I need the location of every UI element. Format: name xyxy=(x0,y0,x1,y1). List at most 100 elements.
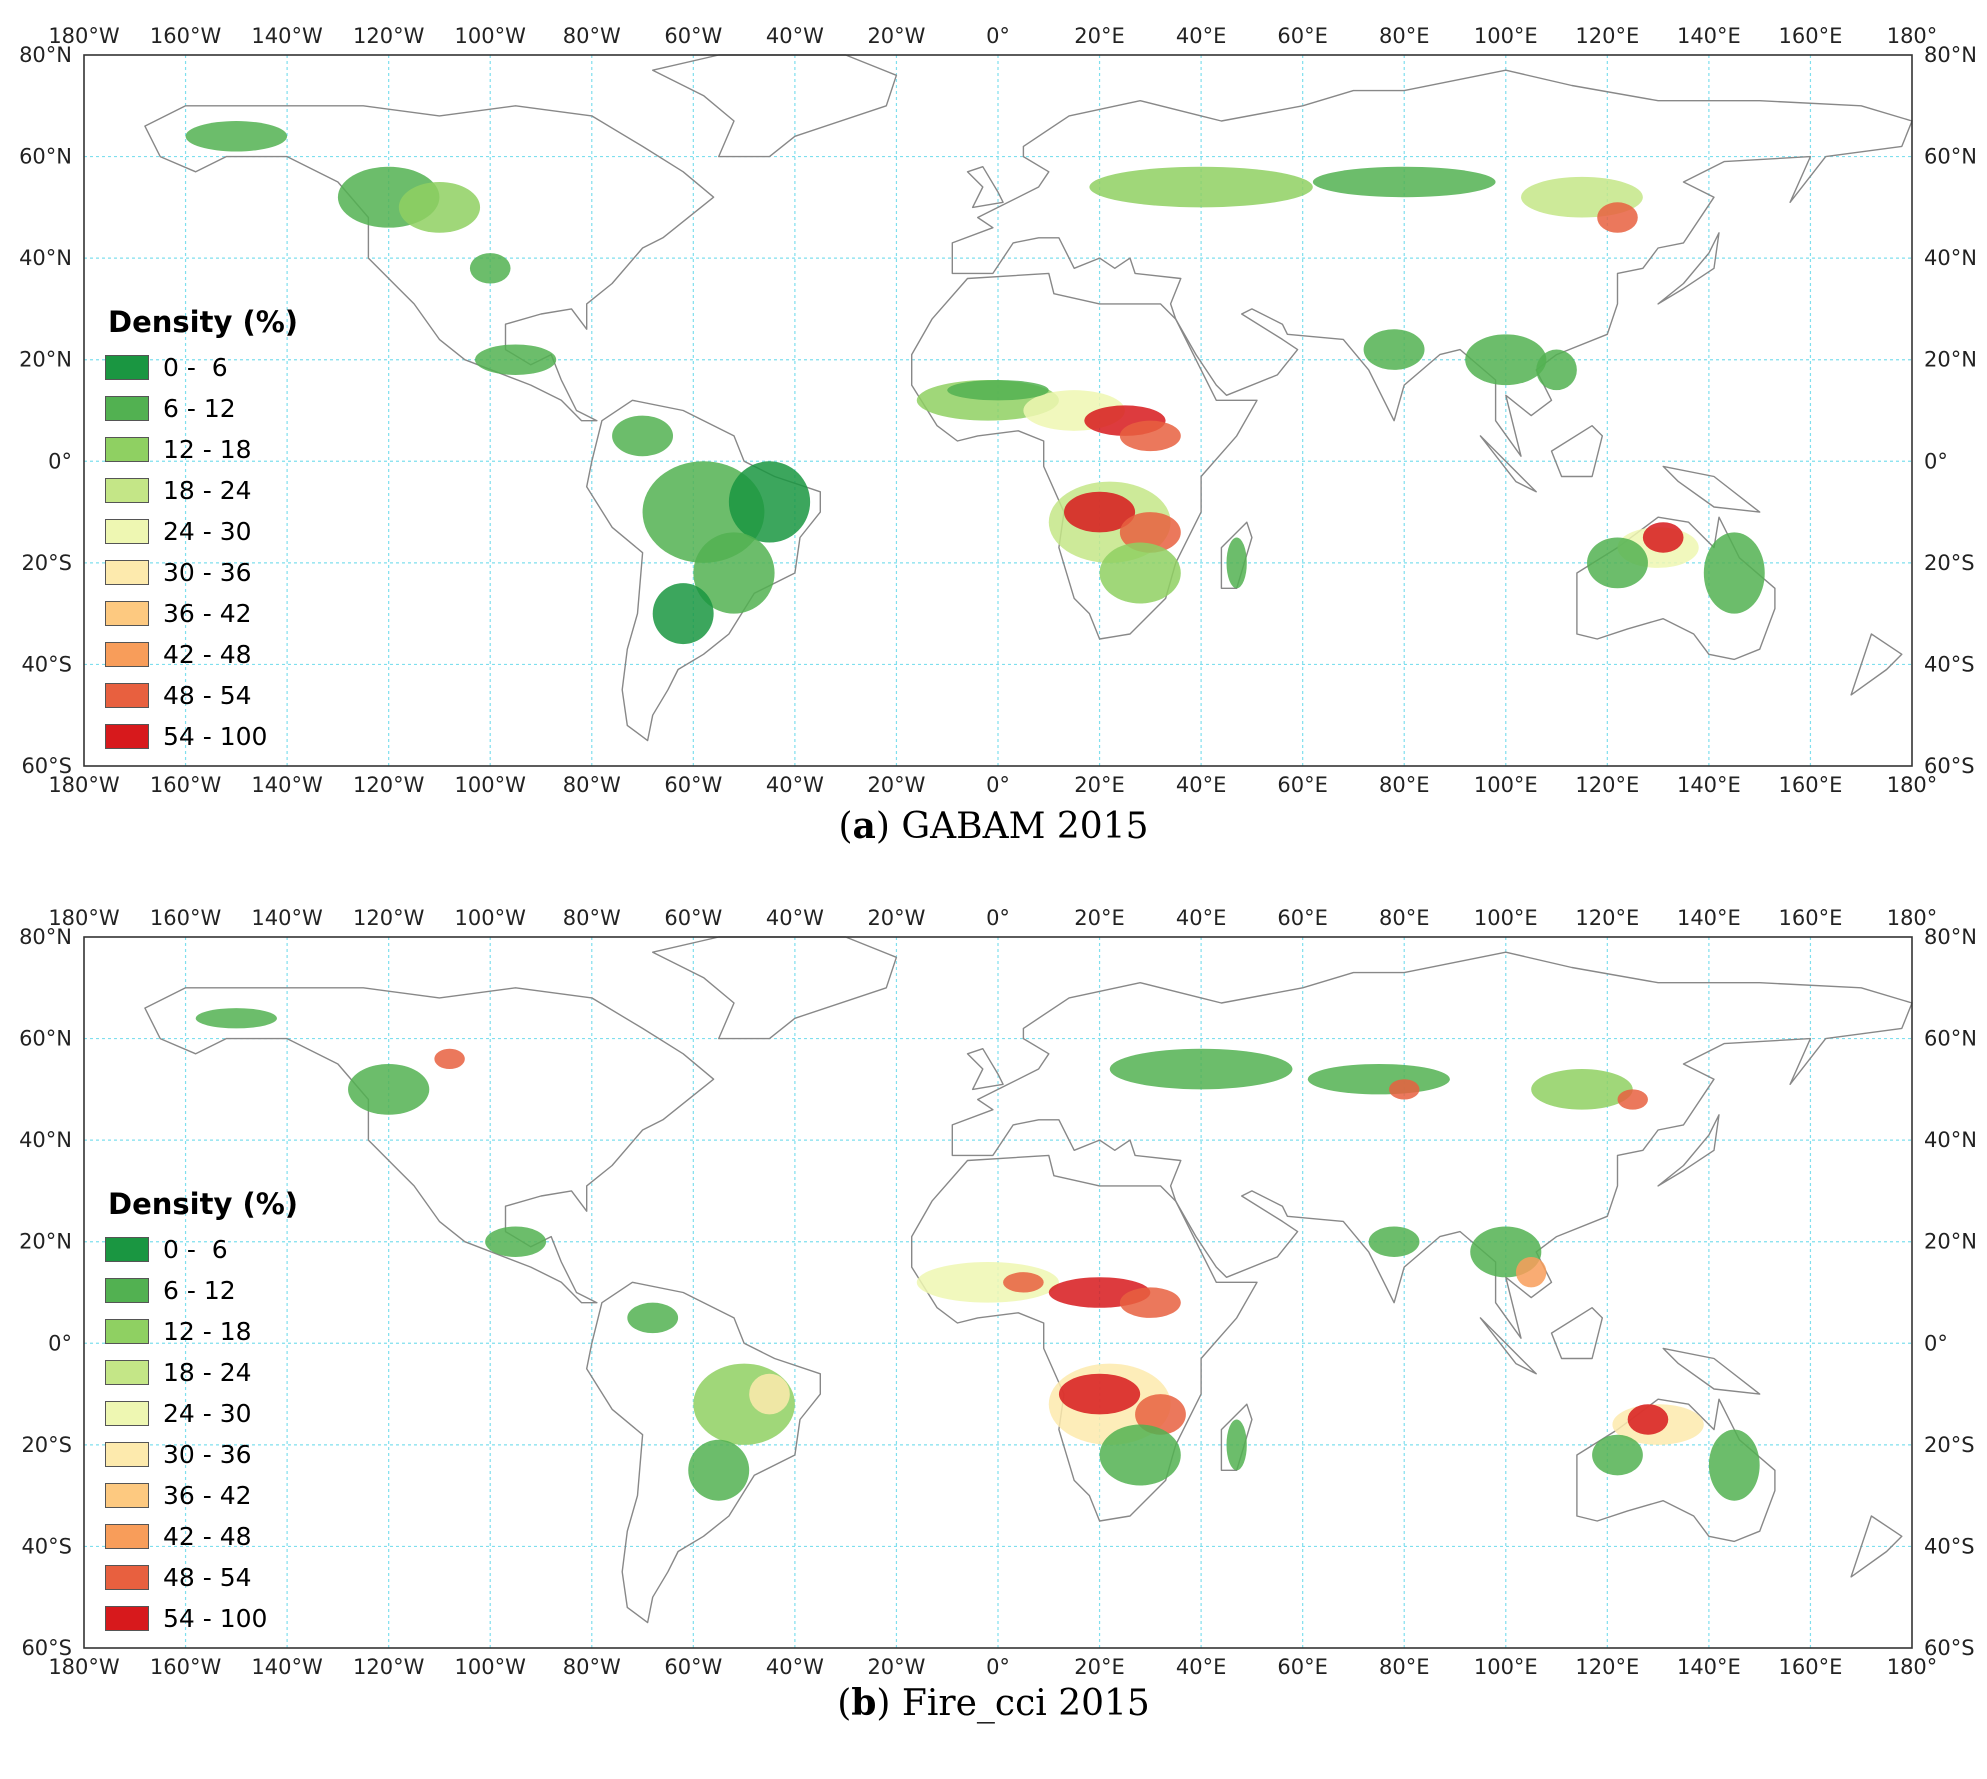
legend-label: 12 - 18 xyxy=(163,1317,252,1346)
lon-tick-label-top: 180° xyxy=(1887,906,1938,930)
borneo-coast xyxy=(1550,425,1604,478)
legend-swatch xyxy=(105,1483,149,1508)
lon-tick-label-bottom: 160°W xyxy=(150,1655,222,1679)
legend-swatch xyxy=(105,355,149,380)
legend-label: 48 - 54 xyxy=(163,1563,252,1592)
fire-density-area xyxy=(1708,1429,1760,1501)
fire-density-area xyxy=(1119,420,1181,452)
legend-label: 24 - 30 xyxy=(163,517,252,546)
lon-tick-label-bottom: 100°W xyxy=(455,1655,527,1679)
lon-tick-label-bottom: 40°E xyxy=(1176,773,1227,797)
lon-tick-label-top: 100°W xyxy=(455,24,527,48)
legend-item: 24 - 30 xyxy=(105,1393,305,1434)
lon-tick-label-bottom: 120°E xyxy=(1575,773,1639,797)
legend-item: 0 - 6 xyxy=(105,1229,305,1270)
fire-density-area xyxy=(1368,1226,1420,1257)
fire-density-area xyxy=(474,344,557,375)
legend-title: Density (%) xyxy=(108,305,299,339)
lon-tick-label-bottom: 40°E xyxy=(1176,1655,1227,1679)
lon-tick-label-top: 100°W xyxy=(455,906,527,930)
new-zealand-coast xyxy=(1850,1515,1903,1578)
fire-density-area xyxy=(1003,1272,1044,1293)
legend-label: 18 - 24 xyxy=(163,1358,252,1387)
lon-tick-label-top: 40°W xyxy=(766,906,824,930)
lat-tick-label-right: 40°N xyxy=(1924,1128,1977,1152)
lon-tick-label-bottom: 20°W xyxy=(867,773,925,797)
uk-coast xyxy=(966,1047,1004,1091)
lat-tick-label-left: 40°N xyxy=(19,1128,72,1152)
lon-tick-label-bottom: 20°E xyxy=(1074,773,1125,797)
lon-tick-label-top: 40°E xyxy=(1176,906,1227,930)
legend-label: 48 - 54 xyxy=(163,681,252,710)
lon-tick-label-top: 140°W xyxy=(251,24,323,48)
legend-item: 18 - 24 xyxy=(105,470,305,511)
fire-density-area xyxy=(1119,1287,1181,1318)
fire-density-area xyxy=(348,1063,430,1115)
lon-tick-label-top: 140°E xyxy=(1677,24,1741,48)
lat-tick-label-right: 20°N xyxy=(1924,1230,1977,1254)
lon-tick-label-bottom: 180°W xyxy=(48,1655,120,1679)
fire-density-area xyxy=(652,583,714,645)
legend-swatch xyxy=(105,519,149,544)
fire-density-area xyxy=(627,1302,679,1334)
lat-tick-label-right: 60°N xyxy=(1924,145,1977,169)
legend-item: 48 - 54 xyxy=(105,1557,305,1598)
lon-tick-label-top: 120°W xyxy=(353,24,425,48)
fire-density-area xyxy=(398,181,481,233)
lon-tick-label-top: 100°E xyxy=(1474,24,1538,48)
new-zealand-coast xyxy=(1850,633,1903,696)
lon-tick-label-bottom: 60°W xyxy=(664,1655,722,1679)
fire-density-area xyxy=(1587,537,1648,589)
legend-swatch xyxy=(105,1401,149,1426)
lon-tick-label-bottom: 140°W xyxy=(251,773,323,797)
legend-item: 54 - 100 xyxy=(105,1598,305,1639)
legend-label: 0 - 6 xyxy=(163,353,228,382)
fire-density-area xyxy=(1307,1063,1450,1095)
lon-tick-label-top: 180° xyxy=(1887,24,1938,48)
legend-item: 30 - 36 xyxy=(105,1434,305,1475)
lon-tick-label-bottom: 160°E xyxy=(1779,773,1843,797)
lat-tick-label-right: 80°N xyxy=(1924,925,1977,949)
fire-density-area xyxy=(1099,542,1181,604)
legend-label: 54 - 100 xyxy=(163,722,268,751)
lon-tick-label-top: 0° xyxy=(986,906,1010,930)
lon-tick-label-top: 180°W xyxy=(48,24,120,48)
lat-tick-label-right: 80°N xyxy=(1924,43,1977,67)
fire-density-area xyxy=(434,1048,465,1070)
lon-tick-label-bottom: 40°W xyxy=(766,1655,824,1679)
panel-caption: (b) Fire_cci 2015 xyxy=(837,1682,1150,1724)
legend-item: 54 - 100 xyxy=(105,716,305,757)
africa-coast xyxy=(911,272,1258,640)
fire-density-area xyxy=(469,253,511,284)
map-panel-firecci: 180°W 180°W 160°W 160°W 140°W 140°W 120°W 120°W… xyxy=(0,882,1987,1772)
legend-swatch xyxy=(105,1278,149,1303)
greenland-coast xyxy=(652,936,898,1040)
map-panel-gabam: 180°W 180°W 160°W 160°W 140°W 140°W 120°W 120°W… xyxy=(19,24,1977,847)
lon-tick-label-top: 20°E xyxy=(1074,906,1125,930)
lat-tick-label-right: 60°S xyxy=(1924,754,1975,778)
sumatra-coast xyxy=(1479,435,1537,493)
legend-item: 6 - 12 xyxy=(105,1270,305,1311)
caption-text: GABAM 2015 xyxy=(901,806,1149,847)
new-guinea-coast xyxy=(1662,465,1761,513)
lon-tick-label-top: 160°E xyxy=(1779,906,1843,930)
fire-density-area xyxy=(1597,202,1638,233)
legend-swatch xyxy=(105,724,149,749)
uk-coast xyxy=(966,165,1004,209)
fire-density-area xyxy=(1064,491,1136,533)
lon-tick-label-top: 60°E xyxy=(1277,24,1328,48)
africa-coast xyxy=(911,1154,1258,1522)
legend-label: 0 - 6 xyxy=(163,1235,228,1264)
lat-tick-label-right: 40°S xyxy=(1924,652,1975,676)
lon-tick-label-bottom: 140°E xyxy=(1677,1655,1741,1679)
lat-tick-label-right: 60°S xyxy=(1924,1636,1975,1660)
fire-density-area xyxy=(485,1226,547,1257)
lon-tick-label-top: 40°E xyxy=(1176,24,1227,48)
fire-density-area xyxy=(1109,1048,1293,1090)
lat-tick-label-left: 80°N xyxy=(19,43,72,67)
lon-tick-label-top: 120°W xyxy=(353,906,425,930)
lat-tick-label-left: 0° xyxy=(48,449,72,473)
lon-tick-label-top: 120°E xyxy=(1575,24,1639,48)
fire-density-area xyxy=(1099,1424,1181,1486)
legend-label: 12 - 18 xyxy=(163,435,252,464)
